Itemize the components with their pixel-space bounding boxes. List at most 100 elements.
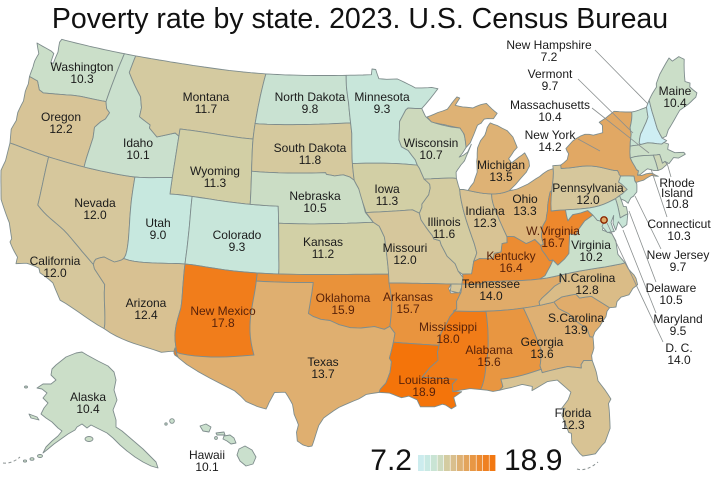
svg-text:15.6: 15.6 bbox=[477, 355, 501, 369]
svg-text:Wyoming: Wyoming bbox=[190, 164, 240, 178]
svg-text:13.9: 13.9 bbox=[564, 323, 588, 337]
svg-text:12.8: 12.8 bbox=[575, 283, 599, 297]
svg-text:17.8: 17.8 bbox=[211, 316, 235, 330]
svg-text:Utah: Utah bbox=[145, 216, 170, 230]
svg-text:11.3: 11.3 bbox=[204, 176, 227, 190]
svg-text:10.5: 10.5 bbox=[659, 293, 683, 307]
svg-text:Pennsylvania: Pennsylvania bbox=[552, 181, 624, 195]
svg-text:Wisconsin: Wisconsin bbox=[404, 136, 459, 150]
svg-text:Ohio: Ohio bbox=[512, 192, 538, 206]
svg-text:Rhode: Rhode bbox=[659, 176, 695, 190]
svg-text:9.7: 9.7 bbox=[542, 79, 559, 93]
svg-text:14.0: 14.0 bbox=[479, 289, 503, 303]
svg-text:Washington: Washington bbox=[51, 60, 114, 74]
svg-text:12.0: 12.0 bbox=[393, 253, 417, 267]
svg-text:W.Virginia: W.Virginia bbox=[526, 224, 580, 238]
svg-text:Georgia: Georgia bbox=[521, 335, 564, 349]
svg-text:New Jersey: New Jersey bbox=[647, 248, 710, 262]
svg-text:10.2: 10.2 bbox=[579, 250, 603, 264]
svg-text:12.2: 12.2 bbox=[49, 122, 73, 136]
svg-text:New York: New York bbox=[525, 128, 577, 142]
svg-text:Iowa: Iowa bbox=[374, 182, 400, 196]
svg-text:10.4: 10.4 bbox=[663, 96, 687, 110]
svg-text:10.4: 10.4 bbox=[76, 402, 100, 416]
svg-text:10.7: 10.7 bbox=[419, 148, 443, 162]
svg-text:13.3: 13.3 bbox=[513, 204, 537, 218]
svg-text:11.8: 11.8 bbox=[299, 153, 322, 167]
svg-text:Arkansas: Arkansas bbox=[383, 290, 433, 304]
svg-text:9.8: 9.8 bbox=[302, 102, 319, 116]
svg-text:Colorado: Colorado bbox=[213, 228, 262, 242]
svg-text:New Mexico: New Mexico bbox=[190, 304, 256, 318]
svg-text:Nebraska: Nebraska bbox=[289, 189, 341, 203]
svg-text:Kentucky: Kentucky bbox=[486, 249, 535, 263]
svg-text:Michigan: Michigan bbox=[477, 158, 525, 172]
svg-text:Maryland: Maryland bbox=[653, 312, 702, 326]
svg-text:13.5: 13.5 bbox=[489, 170, 513, 184]
svg-text:9.7: 9.7 bbox=[670, 260, 687, 274]
svg-text:Nevada: Nevada bbox=[74, 196, 116, 210]
svg-text:D. C.: D. C. bbox=[665, 341, 692, 355]
svg-text:13.6: 13.6 bbox=[530, 347, 554, 361]
svg-text:Louisiana: Louisiana bbox=[398, 373, 450, 387]
svg-text:12.0: 12.0 bbox=[576, 193, 600, 207]
svg-text:12.3: 12.3 bbox=[561, 418, 585, 432]
svg-text:California: California bbox=[30, 254, 81, 268]
svg-text:Vermont: Vermont bbox=[528, 67, 573, 81]
svg-text:Kansas: Kansas bbox=[303, 235, 343, 249]
svg-text:18.0: 18.0 bbox=[436, 332, 460, 346]
svg-text:Virginia: Virginia bbox=[571, 238, 611, 252]
svg-text:12.0: 12.0 bbox=[43, 266, 67, 280]
svg-text:North Dakota: North Dakota bbox=[275, 90, 346, 104]
svg-text:Alaska: Alaska bbox=[70, 390, 106, 404]
svg-text:N.Carolina: N.Carolina bbox=[559, 271, 616, 285]
svg-text:Connecticut: Connecticut bbox=[647, 217, 711, 231]
svg-text:15.9: 15.9 bbox=[331, 303, 355, 317]
svg-text:Oklahoma: Oklahoma bbox=[316, 291, 371, 305]
svg-text:10.8: 10.8 bbox=[665, 197, 689, 211]
svg-text:Idaho: Idaho bbox=[123, 136, 153, 150]
svg-text:14.2: 14.2 bbox=[538, 140, 562, 154]
svg-text:12.3: 12.3 bbox=[473, 216, 497, 230]
svg-text:Poverty rate by state. 2023. U: Poverty rate by state. 2023. U.S. Census… bbox=[52, 3, 668, 35]
svg-text:13.7: 13.7 bbox=[311, 367, 335, 381]
svg-text:Montana: Montana bbox=[183, 90, 230, 104]
svg-text:Tennessee: Tennessee bbox=[462, 277, 520, 291]
svg-text:S.Carolina: S.Carolina bbox=[548, 311, 604, 325]
svg-text:9.0: 9.0 bbox=[150, 228, 167, 242]
svg-text:Maine: Maine bbox=[659, 84, 692, 98]
svg-text:Alabama: Alabama bbox=[465, 343, 513, 357]
svg-text:11.6: 11.6 bbox=[433, 227, 456, 241]
svg-text:10.3: 10.3 bbox=[70, 72, 94, 86]
svg-text:Hawaii: Hawaii bbox=[189, 448, 225, 462]
svg-text:Island: Island bbox=[661, 186, 693, 200]
svg-text:Massachusetts: Massachusetts bbox=[510, 98, 590, 112]
svg-text:11.2: 11.2 bbox=[312, 247, 335, 261]
svg-text:10.1: 10.1 bbox=[126, 148, 150, 162]
svg-text:10.4: 10.4 bbox=[538, 110, 562, 124]
svg-text:Florida: Florida bbox=[555, 406, 592, 420]
svg-text:18.9: 18.9 bbox=[412, 385, 436, 399]
svg-text:Delaware: Delaware bbox=[646, 281, 697, 295]
svg-text:South Dakota: South Dakota bbox=[274, 141, 347, 155]
svg-text:11.3: 11.3 bbox=[376, 194, 399, 208]
svg-text:Texas: Texas bbox=[307, 355, 338, 369]
svg-text:Oregon: Oregon bbox=[41, 110, 81, 124]
svg-text:10.1: 10.1 bbox=[195, 460, 219, 474]
svg-text:7.2: 7.2 bbox=[370, 444, 412, 477]
svg-text:Arizona: Arizona bbox=[126, 296, 167, 310]
svg-text:Minnesota: Minnesota bbox=[354, 90, 410, 104]
svg-text:9.3: 9.3 bbox=[374, 102, 391, 116]
svg-text:18.9: 18.9 bbox=[504, 444, 562, 477]
svg-text:12.0: 12.0 bbox=[83, 208, 107, 222]
svg-text:10.5: 10.5 bbox=[303, 201, 327, 215]
svg-text:14.0: 14.0 bbox=[667, 353, 691, 367]
svg-text:15.7: 15.7 bbox=[396, 302, 420, 316]
svg-text:16.4: 16.4 bbox=[499, 261, 523, 275]
svg-text:9.3: 9.3 bbox=[229, 240, 246, 254]
svg-text:7.2: 7.2 bbox=[541, 50, 558, 64]
svg-text:16.7: 16.7 bbox=[541, 236, 565, 250]
svg-text:Indiana: Indiana bbox=[465, 204, 505, 218]
svg-text:Missouri: Missouri bbox=[383, 241, 428, 255]
svg-text:New Hampshire: New Hampshire bbox=[506, 38, 592, 52]
